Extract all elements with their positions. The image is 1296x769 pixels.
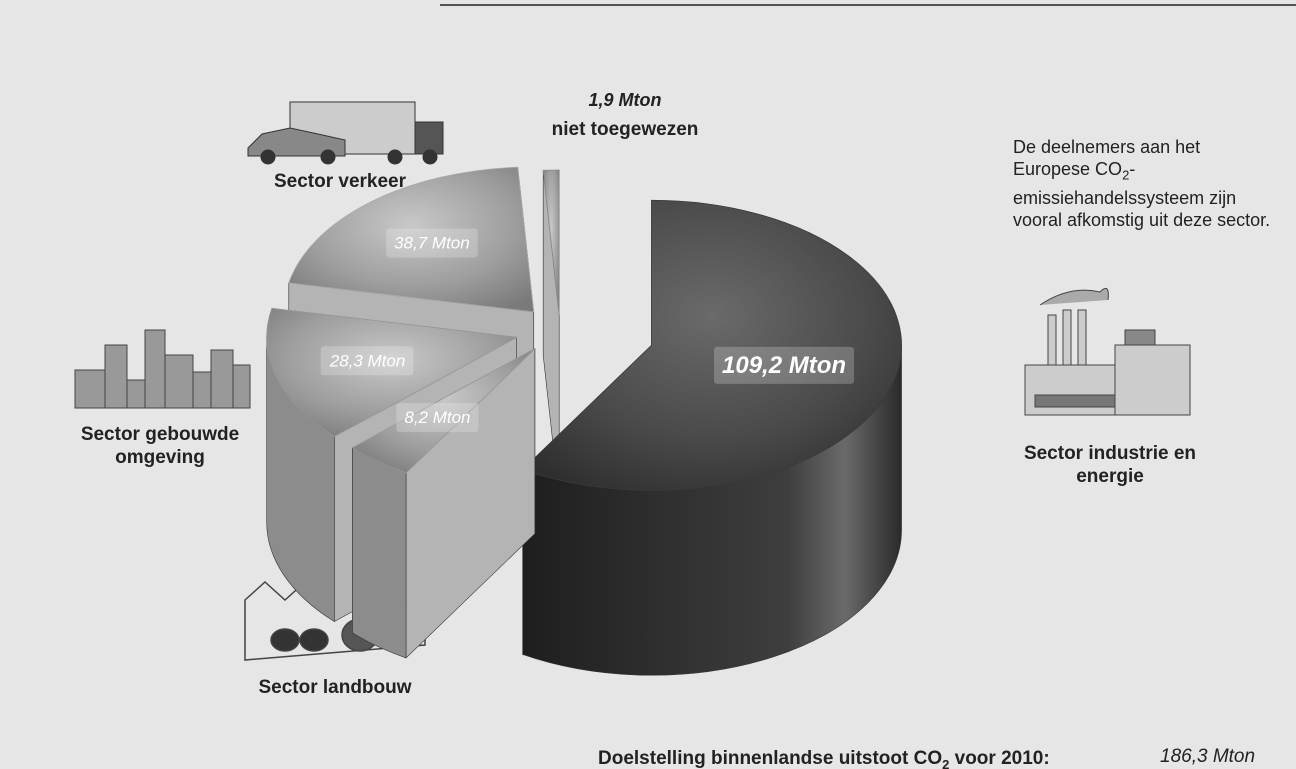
slice [521, 199, 902, 491]
slice [542, 169, 560, 501]
value-label-box [320, 346, 414, 376]
category-label: Sector gebouwde omgeving [80, 424, 240, 468]
footer-sub: 2 [942, 756, 950, 769]
value-label: 38,7 Mton [394, 234, 470, 253]
slice [288, 166, 535, 313]
note: De deelnemers aan het Europese CO2-emiss… [1013, 136, 1275, 231]
value-label-box [386, 228, 478, 258]
slice [351, 348, 536, 474]
footer-text: Doelstelling binnenlandse uitstoot CO [598, 748, 943, 769]
slice-outer-wall [352, 447, 407, 659]
truck-icon [247, 101, 444, 165]
slice [266, 307, 518, 437]
slice [521, 199, 902, 676]
city-icon [74, 329, 251, 409]
footer-total: 186,3 Mton [1160, 746, 1256, 767]
factory-icon [1024, 287, 1191, 416]
category-label: Sector verkeer [273, 171, 407, 192]
value-label: 109,2 Mton [722, 352, 846, 379]
note-text: De deelnemers aan het Europese CO [1013, 137, 1201, 179]
value-label: 1,9 Mton [588, 90, 661, 110]
category-label: Sector industrie en energie [1023, 443, 1197, 487]
slice [542, 169, 560, 316]
value-label: 8,2 Mton [404, 408, 470, 427]
note-text: -emissiehandelssysteem zijn vooral afkom… [1013, 159, 1271, 230]
note-sub: 2 [1122, 167, 1130, 183]
footer-text: voor 2010: [949, 748, 1050, 769]
footer: Doelstelling binnenlandse uitstoot CO2 v… [598, 748, 1050, 769]
value-label: 28,3 Mton [329, 351, 406, 370]
value-label-box [714, 346, 855, 384]
slice [351, 347, 536, 659]
category-label: Sector landbouw [258, 677, 412, 698]
value-label-box [396, 403, 479, 433]
category-label: niet toegewezen [551, 119, 699, 140]
